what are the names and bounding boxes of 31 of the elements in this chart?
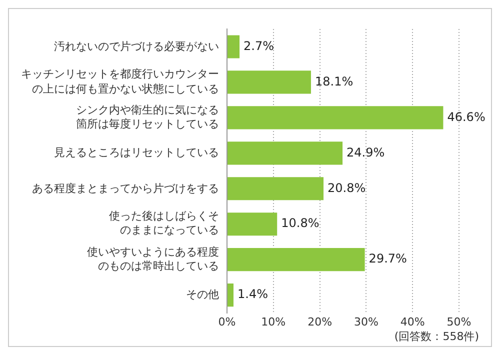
y-tick-label: シンク内や衛生的に気になる箇所は毎度リセットしている — [75, 103, 219, 132]
bar — [228, 177, 324, 200]
x-tick-label: 40% — [400, 315, 425, 328]
x-tick-label: 0% — [218, 315, 236, 328]
bar — [228, 142, 343, 165]
bar — [228, 248, 365, 272]
bar — [228, 106, 444, 130]
bar — [228, 70, 311, 94]
data-label: 18.1% — [314, 74, 354, 88]
data-label: 24.9% — [346, 145, 385, 160]
y-tick-label: 汚れないので片づける必要がない — [53, 40, 219, 54]
data-label: 10.8% — [281, 216, 320, 230]
data-label: 29.7% — [368, 252, 407, 266]
data-label: 46.6% — [447, 110, 486, 124]
x-tick-label: 10% — [261, 315, 286, 328]
data-label: 1.4% — [237, 287, 268, 302]
data-label: 2.7% — [244, 38, 274, 53]
bar — [228, 35, 240, 58]
y-tick-label: 使った後はしばらくそのままになっている — [108, 210, 219, 238]
y-tick-label: キッチンリセットを都度行いカウンターの上には何も置かない状態にしている — [20, 68, 219, 96]
bar — [228, 284, 234, 307]
x-tick-label: 20% — [308, 315, 332, 328]
y-tick-label: 使いやすいようにある程度のものは常時出している — [86, 245, 219, 274]
bar — [228, 212, 278, 236]
x-tick-label: 30% — [354, 315, 378, 328]
text: (回答数：558件) — [394, 329, 479, 344]
data-label: 20.8% — [328, 180, 366, 195]
x-tick-label: 50% — [446, 315, 472, 328]
y-tick-label: ある程度まとまってから片づけをする — [31, 181, 219, 196]
y-tick-label: その他 — [185, 288, 219, 302]
y-tick-label: 見えるところはリセットしている — [53, 146, 219, 160]
